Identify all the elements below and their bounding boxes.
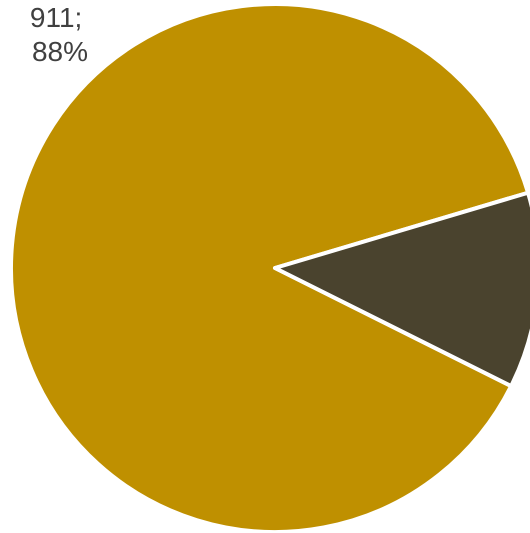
pie-slice-2 [273, 190, 530, 389]
pie-data-labels: 911; 88% [30, 2, 90, 67]
data-label-slice-1: 911; 88% [30, 2, 90, 67]
data-label-percent: 88% [32, 36, 88, 67]
pie-slice-1 [9, 2, 530, 533]
pie-slices [9, 2, 530, 533]
data-label-value: 911; [30, 2, 82, 33]
